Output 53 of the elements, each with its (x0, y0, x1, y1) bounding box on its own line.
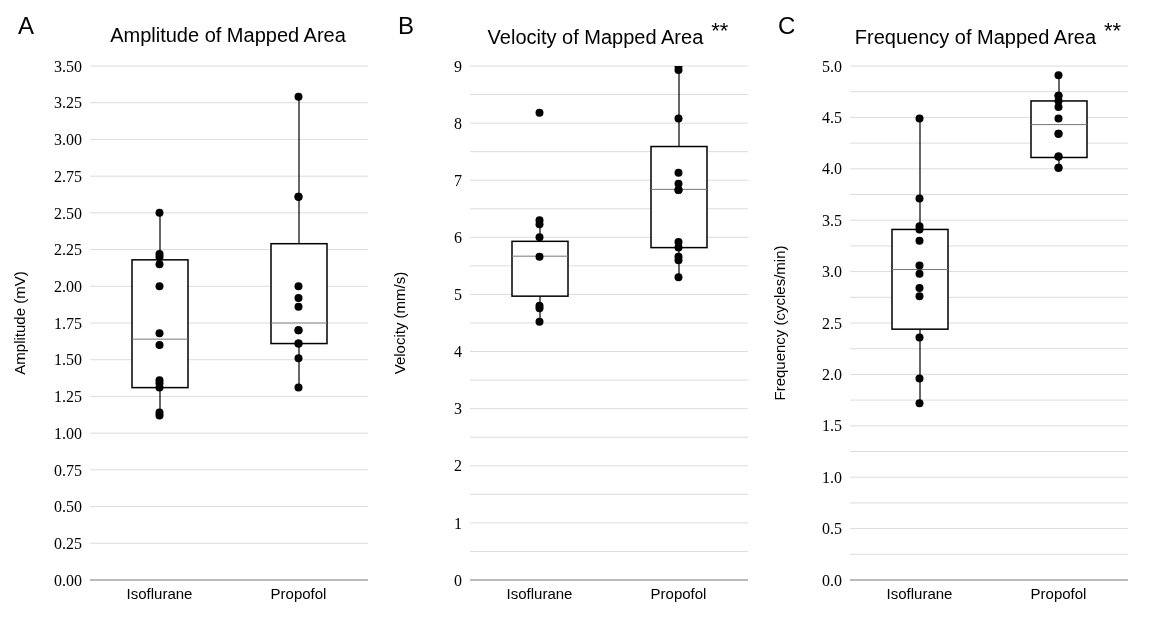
text: A (18, 12, 35, 40)
y-tick-label: 3.0 (822, 263, 842, 281)
y-tick-label: 3.5 (822, 211, 842, 229)
y-tick-label: 8 (454, 114, 462, 132)
y-tick-label: 1.5 (822, 417, 842, 435)
x-tick-label: Isoflurane (126, 584, 193, 602)
y-tick-label: 2.25 (54, 241, 82, 259)
y-tick-label: 0.00 (54, 571, 82, 589)
y-tick-label: 3 (454, 400, 462, 418)
y-tick-label: 0.0 (822, 571, 842, 589)
y-tick-label: 3.25 (54, 94, 82, 112)
y-tick-label: 1.00 (54, 424, 82, 442)
y-tick-label: 1.25 (54, 388, 82, 406)
y-axis-title: Amplitude (mV) (11, 271, 29, 375)
y-axis-title: Frequency (cycles/min) (771, 245, 789, 401)
y-tick-label: 0.75 (54, 461, 82, 479)
y-tick-label: 2.00 (54, 277, 82, 295)
y-tick-label: 1.0 (822, 468, 842, 486)
y-tick-label: 6 (454, 229, 462, 247)
text: B (398, 12, 415, 40)
y-tick-label: 2.5 (822, 314, 842, 332)
y-tick-label: 4.5 (822, 109, 842, 127)
y-tick-label: 0 (454, 571, 462, 589)
y-tick-label: 4.0 (822, 160, 842, 178)
text: ** (711, 18, 729, 43)
x-tick-label: Propofol (650, 584, 707, 602)
chart-title: Frequency of Mapped Area (854, 26, 1097, 48)
text: ** (1104, 18, 1122, 43)
y-tick-label: 7 (454, 171, 462, 189)
y-tick-label: 0.5 (822, 520, 842, 538)
text: C (778, 12, 796, 40)
y-axis-title: Velocity (mm/s) (391, 271, 409, 375)
y-tick-label: 5 (454, 286, 462, 304)
y-tick-label: 1 (454, 514, 462, 532)
chart-title: Amplitude of Mapped Area (110, 24, 346, 46)
y-tick-label: 0.50 (54, 498, 82, 516)
x-tick-label: Isoflurane (506, 584, 573, 602)
y-tick-label: 9 (454, 57, 462, 75)
y-tick-label: 2.50 (54, 204, 82, 222)
x-tick-label: Propofol (1030, 584, 1087, 602)
y-tick-label: 5.0 (822, 57, 842, 75)
y-tick-label: 4 (454, 343, 462, 361)
y-tick-label: 2 (454, 457, 462, 475)
y-tick-label: 0.25 (54, 534, 82, 552)
y-tick-label: 1.75 (54, 314, 82, 332)
y-tick-label: 2.0 (822, 366, 842, 384)
y-tick-label: 1.50 (54, 351, 82, 369)
y-tick-label: 2.75 (54, 167, 82, 185)
y-tick-label: 3.50 (54, 57, 82, 75)
y-tick-label: 3.00 (54, 131, 82, 149)
chart-title: Velocity of Mapped Area (487, 26, 704, 48)
x-tick-label: Propofol (270, 584, 327, 602)
x-tick-label: Isoflurane (886, 584, 953, 602)
